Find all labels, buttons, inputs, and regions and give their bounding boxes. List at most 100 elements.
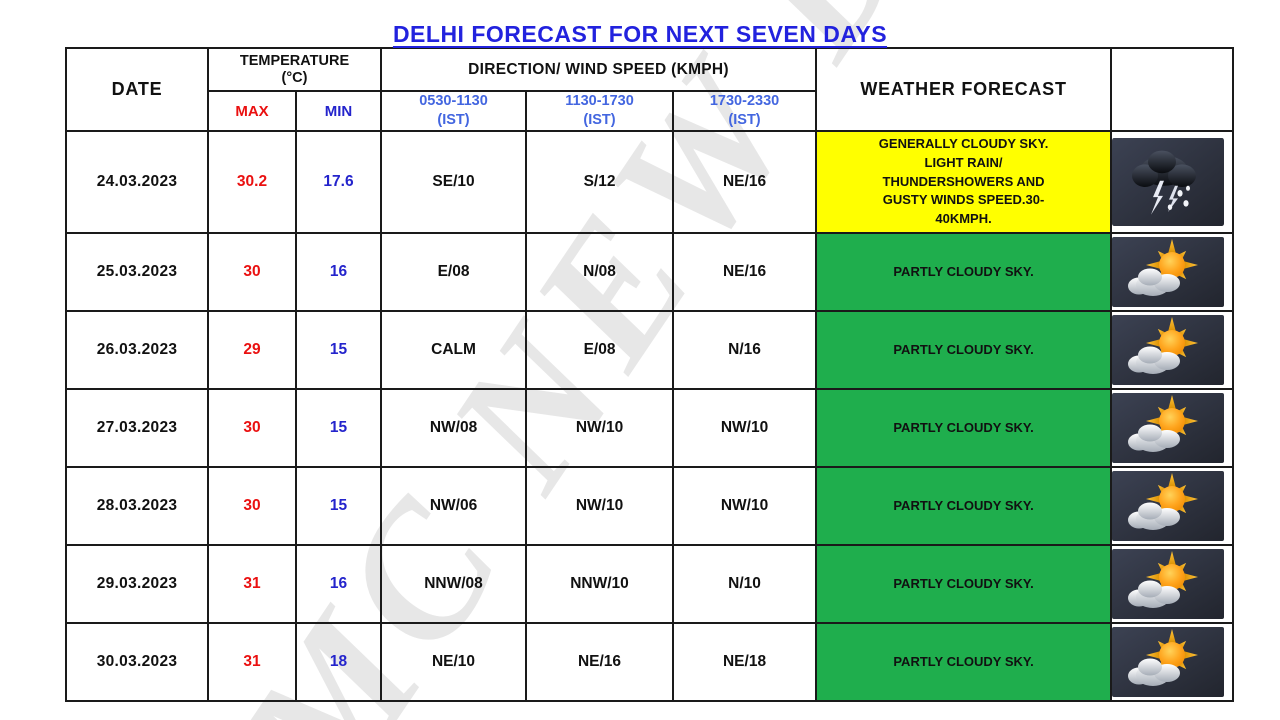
forecast-cell: PARTLY CLOUDY SKY. bbox=[815, 544, 1113, 624]
forecast-text: PARTLY CLOUDY SKY. bbox=[893, 575, 1034, 591]
wind-cell: N/16 bbox=[672, 310, 818, 390]
max-temp-cell: 30 bbox=[207, 388, 297, 468]
wind-cell: N/08 bbox=[525, 232, 675, 312]
min-temp-cell: 16 bbox=[294, 232, 383, 312]
forecast-text: PARTLY CLOUDY SKY. bbox=[893, 341, 1034, 357]
forecast-table-body: 24.03.2023 30.2 17.6 SE/10 S/12 NE/16 GENERALL… bbox=[65, 130, 1235, 702]
header-row-2: MAX MIN 0530-1130 (IST) 1130-1730 (IST) … bbox=[66, 90, 1233, 132]
max-temp-cell: 30 bbox=[207, 232, 297, 312]
wind-cell: NNW/10 bbox=[525, 544, 675, 624]
wind-cell: NNW/08 bbox=[380, 544, 528, 624]
period-ist: (IST) bbox=[728, 112, 761, 128]
forecast-cell: PARTLY CLOUDY SKY. bbox=[815, 466, 1113, 546]
header-weather-icon-spacer bbox=[1111, 47, 1235, 132]
date-cell: 26.03.2023 bbox=[65, 310, 209, 390]
min-temp-cell: 18 bbox=[294, 622, 383, 702]
table-row: 28.03.2023 30 15 NW/06 NW/10 NW/10 PARTLY CLOU… bbox=[65, 466, 1235, 546]
forecast-cell: PARTLY CLOUDY SKY. bbox=[815, 232, 1113, 312]
date-cell: 28.03.2023 bbox=[65, 466, 209, 546]
header-max: MAX bbox=[207, 90, 297, 132]
table-row: 29.03.2023 31 16 NNW/08 NNW/10 N/10 PARTLY CLO… bbox=[65, 544, 1235, 624]
wind-cell: SE/10 bbox=[380, 130, 528, 234]
forecast-text: PARTLY CLOUDY SKY. bbox=[893, 653, 1034, 669]
forecast-cell: PARTLY CLOUDY SKY. bbox=[815, 622, 1113, 702]
partly-cloudy-icon bbox=[1112, 549, 1232, 619]
partly-cloudy-icon bbox=[1112, 393, 1232, 463]
header-temperature: TEMPERATURE (°C) bbox=[206, 47, 383, 92]
header-row-1: DATE TEMPERATURE (°C) DIRECTION/ WIND SP… bbox=[65, 47, 1235, 132]
wind-cell: NW/06 bbox=[380, 466, 528, 546]
wind-cell: NW/10 bbox=[672, 388, 818, 468]
period-ist: (IST) bbox=[437, 112, 470, 128]
wind-cell: CALM bbox=[380, 310, 528, 390]
max-temp-cell: 29 bbox=[207, 310, 297, 390]
partly-cloudy-icon bbox=[1112, 237, 1232, 307]
forecast-text: PARTLY CLOUDY SKY. bbox=[893, 419, 1034, 435]
icon-cell bbox=[1110, 130, 1235, 234]
partly-cloudy-icon bbox=[1112, 315, 1232, 385]
date-cell: 29.03.2023 bbox=[65, 544, 209, 624]
partly-cloudy-icon bbox=[1112, 471, 1232, 541]
header-direction: DIRECTION/ WIND SPEED (KMPH) bbox=[380, 47, 818, 92]
max-temp-cell: 30.2 bbox=[207, 130, 297, 234]
period-range: 1730-2330 bbox=[709, 93, 780, 110]
forecast-cell: PARTLY CLOUDY SKY. bbox=[815, 388, 1113, 468]
min-temp-cell: 17.6 bbox=[294, 130, 383, 234]
wind-cell: E/08 bbox=[525, 310, 675, 390]
page-title: DELHI FORECAST FOR NEXT SEVEN DAYS bbox=[392, 21, 888, 48]
header-period-morning: 0530-1130 (IST) bbox=[380, 90, 528, 132]
min-temp-cell: 15 bbox=[294, 310, 383, 390]
forecast-text: PARTLY CLOUDY SKY. bbox=[893, 263, 1034, 279]
wind-cell: NE/16 bbox=[672, 130, 818, 234]
table-row: 24.03.2023 30.2 17.6 SE/10 S/12 NE/16 GENERALL… bbox=[65, 130, 1235, 234]
min-temp-cell: 16 bbox=[294, 544, 383, 624]
date-cell: 27.03.2023 bbox=[65, 388, 209, 468]
icon-cell bbox=[1110, 622, 1235, 702]
table-row: 25.03.2023 30 16 E/08 N/08 NE/16 PARTLY CLOUDY… bbox=[65, 232, 1235, 312]
icon-cell bbox=[1110, 232, 1235, 312]
partly-cloudy-icon bbox=[1112, 627, 1232, 697]
wind-cell: NW/10 bbox=[672, 466, 818, 546]
period-range: 1130-1730 bbox=[565, 93, 634, 110]
icon-cell bbox=[1110, 388, 1235, 468]
header-temperature-line2: (°C) bbox=[281, 69, 308, 86]
thunderstorm-icon bbox=[1112, 138, 1232, 226]
wind-cell: E/08 bbox=[380, 232, 528, 312]
date-cell: 25.03.2023 bbox=[65, 232, 209, 312]
header-period-evening: 1730-2330 (IST) bbox=[672, 90, 818, 132]
header-weather-forecast: WEATHER FORECAST bbox=[815, 47, 1113, 132]
date-cell: 24.03.2023 bbox=[65, 130, 209, 234]
header-min: MIN bbox=[294, 90, 383, 132]
max-temp-cell: 31 bbox=[207, 622, 297, 702]
icon-cell bbox=[1110, 310, 1235, 390]
wind-cell: S/12 bbox=[525, 130, 675, 234]
header-period-afternoon: 1130-1730 (IST) bbox=[525, 90, 675, 132]
min-temp-cell: 15 bbox=[294, 388, 383, 468]
header-temperature-line1: TEMPERATURE bbox=[239, 52, 350, 69]
table-header: DATE TEMPERATURE (°C) DIRECTION/ WIND SP… bbox=[65, 47, 1235, 132]
wind-cell: NE/16 bbox=[672, 232, 818, 312]
max-temp-cell: 30 bbox=[207, 466, 297, 546]
forecast-cell: GENERALLY CLOUDY SKY. LIGHT RAIN/ THUNDE… bbox=[815, 130, 1113, 234]
forecast-table: DATE TEMPERATURE (°C) DIRECTION/ WIND SP… bbox=[65, 47, 1235, 702]
min-temp-cell: 15 bbox=[294, 466, 383, 546]
forecast-text: GENERALLY CLOUDY SKY. LIGHT RAIN/ THUNDE… bbox=[878, 135, 1049, 227]
forecast-cell: PARTLY CLOUDY SKY. bbox=[815, 310, 1113, 390]
period-range: 0530-1130 bbox=[419, 93, 488, 110]
period-ist: (IST) bbox=[583, 112, 616, 128]
wind-cell: NW/10 bbox=[525, 388, 675, 468]
wind-cell: N/10 bbox=[672, 544, 818, 624]
wind-cell: NW/10 bbox=[525, 466, 675, 546]
wind-cell: NE/18 bbox=[672, 622, 818, 702]
header-date: DATE bbox=[65, 47, 209, 132]
table-row: 26.03.2023 29 15 CALM E/08 N/16 PARTLY CLOUDY … bbox=[65, 310, 1235, 390]
table-row: 30.03.2023 31 18 NE/10 NE/16 NE/18 PARTLY CLOU… bbox=[65, 622, 1235, 702]
wind-cell: NW/08 bbox=[380, 388, 528, 468]
icon-cell bbox=[1110, 466, 1235, 546]
forecast-text: PARTLY CLOUDY SKY. bbox=[893, 497, 1034, 513]
icon-cell bbox=[1110, 544, 1235, 624]
date-cell: 30.03.2023 bbox=[65, 622, 209, 702]
max-temp-cell: 31 bbox=[207, 544, 297, 624]
wind-cell: NE/16 bbox=[525, 622, 675, 702]
